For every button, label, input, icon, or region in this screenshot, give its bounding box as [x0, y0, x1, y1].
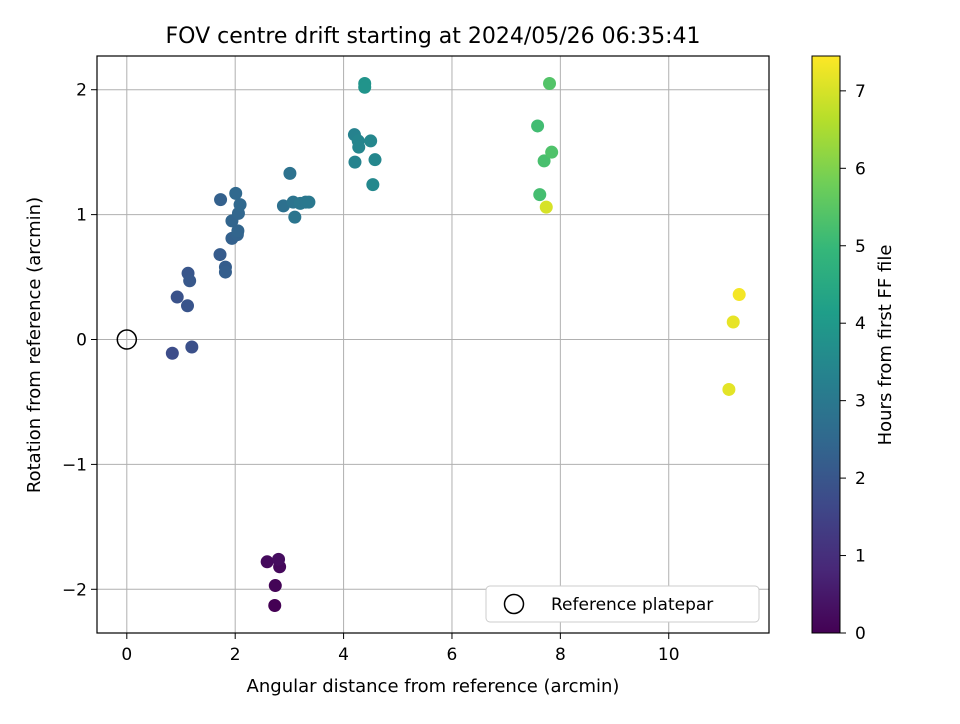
x-tick-label: 8 — [555, 645, 566, 665]
y-tick-label: −2 — [62, 580, 87, 600]
data-point — [214, 193, 228, 207]
data-point — [229, 186, 243, 200]
legend-reference-label: Reference platepar — [551, 595, 713, 615]
x-axis-label: Angular distance from reference (arcmin) — [247, 676, 620, 697]
y-tick-label: −1 — [62, 455, 87, 475]
colorbar-label: Hours from first FF file — [875, 245, 896, 446]
data-point — [366, 178, 380, 192]
data-point — [364, 134, 378, 148]
axis-ticks: 0 2 4 6 8 10 −2 −1 0 1 2 — [62, 81, 680, 665]
colorbar: 0 1 2 3 4 5 6 7 Hours from first FF file — [811, 55, 896, 644]
x-tick-label: 6 — [447, 645, 458, 665]
data-point — [276, 199, 290, 213]
legend-box — [485, 585, 760, 623]
data-point — [170, 290, 184, 304]
grid-lines — [97, 56, 769, 633]
y-tick-label: 1 — [76, 206, 87, 226]
colorbar-tick-label: 2 — [855, 469, 866, 489]
x-tick-label: 2 — [230, 645, 241, 665]
colorbar-tick-label: 6 — [855, 159, 866, 179]
data-point — [185, 340, 199, 354]
data-point — [543, 76, 557, 90]
data-point — [722, 382, 736, 396]
data-point — [732, 288, 746, 302]
x-tick-label: 10 — [658, 645, 680, 665]
data-point — [268, 599, 282, 613]
data-point — [368, 153, 382, 167]
data-point — [213, 248, 227, 262]
colorbar-ticks: 0 1 2 3 4 5 6 7 — [840, 82, 866, 644]
data-point — [218, 265, 232, 279]
colorbar-tick-label: 7 — [855, 82, 866, 102]
data-point — [726, 315, 740, 329]
y-tick-label: 2 — [76, 81, 87, 101]
colorbar-tick-label: 0 — [855, 624, 866, 644]
colorbar-tick-label: 5 — [855, 237, 866, 257]
x-tick-label: 0 — [121, 645, 132, 665]
data-point — [272, 552, 286, 566]
y-axis-label: Rotation from reference (arcmin) — [24, 197, 45, 493]
data-point — [531, 119, 545, 133]
data-point — [537, 154, 551, 168]
data-point — [533, 188, 547, 202]
reference-point-marker — [116, 329, 138, 350]
data-points — [165, 76, 746, 613]
data-point — [358, 80, 372, 94]
legend-reference-marker — [503, 593, 525, 615]
data-point — [165, 346, 179, 360]
data-point — [283, 166, 297, 180]
x-tick-label: 4 — [338, 645, 349, 665]
data-point — [352, 140, 366, 154]
data-point — [233, 198, 247, 212]
data-point — [260, 555, 274, 569]
colorbar-tick-label: 3 — [855, 392, 866, 412]
data-point — [231, 224, 245, 238]
data-point — [181, 299, 195, 313]
data-point — [545, 145, 559, 159]
data-point — [348, 155, 362, 169]
colorbar-tick-label: 1 — [855, 547, 866, 567]
colorbar-tick-label: 4 — [855, 314, 866, 334]
y-tick-label: 0 — [76, 331, 87, 351]
legend: Reference platepar — [485, 585, 760, 623]
plot-area-frame — [96, 55, 770, 634]
data-point — [183, 274, 197, 288]
reference-marker-layer — [116, 329, 138, 350]
data-point — [539, 200, 553, 214]
data-point — [302, 195, 316, 209]
colorbar-gradient — [811, 55, 841, 634]
data-point — [288, 210, 302, 224]
chart-title: FOV centre drift starting at 2024/05/26 … — [166, 24, 701, 49]
data-point — [268, 579, 282, 593]
